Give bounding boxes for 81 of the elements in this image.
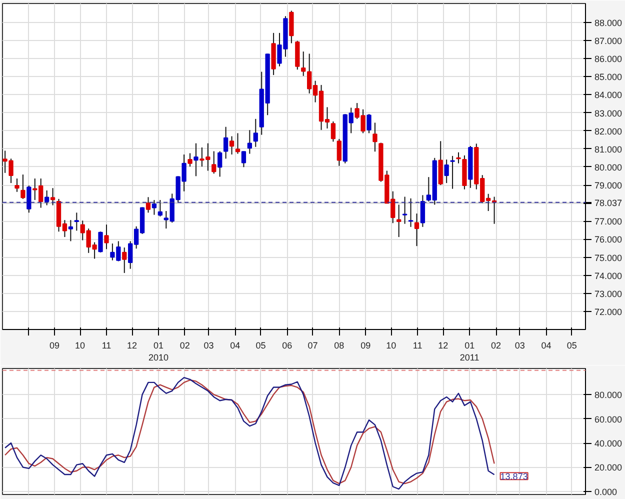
candlestick: [235, 132, 240, 154]
x-tick-label: 09: [49, 340, 60, 350]
y-tick-label: 73.000: [594, 288, 622, 299]
x-tick-label: 12: [438, 340, 448, 350]
candlestick: [218, 150, 222, 178]
y-tick-label: 72.000: [594, 306, 622, 317]
ref-line-label: 78.037: [594, 198, 622, 208]
x-tick-label: 06: [282, 340, 292, 350]
candlestick: [188, 152, 192, 168]
candlestick: [68, 220, 74, 242]
candlestick: [301, 51, 306, 76]
y-tick-label: 60.000: [594, 414, 622, 424]
candlestick: [450, 155, 455, 190]
candlestick: [44, 190, 50, 206]
y-tick-label: 80.000: [594, 390, 622, 400]
y-tick-label: 86.000: [594, 54, 622, 64]
y-tick-label: 85.000: [594, 72, 622, 82]
y-tick-label: 84.000: [594, 90, 622, 100]
candlestick: [223, 126, 228, 160]
candlestick: [372, 122, 378, 152]
x-tick-label: 11: [102, 340, 112, 350]
x-tick-label: 03: [514, 340, 525, 350]
x-tick-label: 05: [256, 340, 266, 350]
y-tick-label: 40.000: [594, 438, 622, 449]
candlestick: [366, 114, 372, 134]
y-tick-label: 80.000: [594, 162, 622, 172]
candlestick: [26, 185, 32, 214]
candlestick: [20, 174, 26, 200]
candlestick: [14, 178, 20, 192]
candlestick: [212, 150, 216, 174]
candlestick: [402, 196, 408, 224]
y-tick-label: 81.000: [594, 144, 622, 154]
y-tick-label: 0.000: [594, 486, 618, 497]
x-tick-label: 08: [334, 340, 344, 350]
x-tick-label: 02: [180, 340, 190, 350]
candlestick: [74, 212, 79, 232]
y-tick-label: 82.000: [594, 126, 622, 136]
candlestick: [253, 118, 258, 148]
candlestick: [194, 142, 198, 177]
y-tick-label: 77.000: [594, 216, 622, 227]
candlestick: [456, 152, 461, 164]
candlestick: [396, 204, 402, 238]
y-tick-label: 83.000: [594, 108, 622, 118]
candlestick: [122, 247, 127, 274]
x-tick-label: 05: [566, 340, 577, 350]
candlestick: [98, 231, 103, 253]
candlestick: [50, 188, 56, 206]
y-tick-label: 79.000: [594, 180, 622, 191]
y-tick-label: 76.000: [594, 234, 622, 245]
x-tick-label: 11: [412, 340, 422, 350]
candlestick: [420, 194, 426, 228]
candlestick: [247, 130, 252, 154]
candlestick: [408, 198, 414, 228]
x-tick-label: 01 2010: [148, 340, 168, 362]
candlestick: [330, 120, 336, 142]
candlestick: [241, 150, 246, 168]
x-tick-label: 02: [491, 340, 502, 350]
candlestick: [152, 200, 157, 216]
candlestick: [289, 10, 294, 44]
candlestick: [158, 200, 163, 217]
candlestick: [444, 159, 449, 184]
x-tick-label: 12: [127, 340, 138, 350]
x-tick-label: 10: [75, 340, 86, 350]
candlestick: [336, 138, 342, 166]
x-tick-label: 03: [204, 340, 214, 350]
candlestick: [104, 224, 109, 250]
candlestick: [438, 140, 443, 186]
candlestick: [229, 136, 234, 155]
y-tick-label: 88.000: [594, 18, 622, 28]
candlestick: [414, 213, 420, 247]
y-tick-label: 74.000: [594, 270, 622, 281]
x-tick-label: 09: [360, 340, 371, 350]
x-tick-label: 10: [386, 340, 396, 350]
x-tick-label: 01 2011: [460, 340, 480, 362]
y-tick-label: 75.000: [594, 252, 622, 263]
x-tick-label: 04: [230, 340, 240, 350]
y-tick-label: 87.000: [594, 36, 622, 46]
x-tick-label: 04: [541, 340, 552, 350]
candlestick: [146, 196, 151, 214]
y-tick-label: 20.000: [594, 462, 622, 473]
x-tick-label: 07: [308, 340, 318, 350]
